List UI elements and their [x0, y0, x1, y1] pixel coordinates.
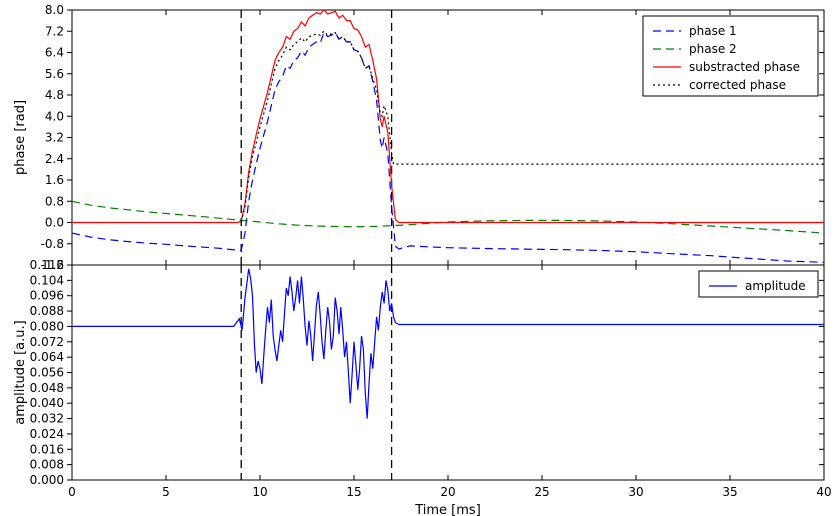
svg-text:40: 40 — [816, 485, 831, 499]
svg-text:0.064: 0.064 — [30, 350, 64, 364]
svg-text:substracted phase: substracted phase — [689, 60, 800, 74]
svg-text:corrected phase: corrected phase — [689, 78, 786, 92]
svg-text:0.112: 0.112 — [30, 258, 64, 272]
svg-text:0.8: 0.8 — [45, 194, 64, 208]
svg-text:0.088: 0.088 — [30, 304, 64, 318]
svg-text:0: 0 — [68, 485, 76, 499]
svg-text:0.096: 0.096 — [30, 289, 64, 303]
svg-text:0.104: 0.104 — [30, 273, 64, 287]
svg-text:0.0: 0.0 — [45, 216, 64, 230]
svg-text:4.8: 4.8 — [45, 88, 64, 102]
svg-text:0.016: 0.016 — [30, 442, 64, 456]
svg-text:-0.8: -0.8 — [41, 237, 64, 251]
svg-text:3.2: 3.2 — [45, 131, 64, 145]
chart-svg: -1.6-0.80.00.81.62.43.24.04.85.66.47.28.… — [0, 0, 840, 516]
svg-text:0.040: 0.040 — [30, 396, 64, 410]
svg-text:phase [rad]: phase [rad] — [13, 100, 28, 175]
svg-text:5: 5 — [162, 485, 170, 499]
svg-text:4.0: 4.0 — [45, 109, 64, 123]
svg-text:0.072: 0.072 — [30, 335, 64, 349]
svg-text:15: 15 — [346, 485, 361, 499]
svg-text:8.0: 8.0 — [45, 3, 64, 17]
svg-text:6.4: 6.4 — [45, 46, 64, 60]
svg-text:amplitude: amplitude — [745, 279, 806, 293]
figure: -1.6-0.80.00.81.62.43.24.04.85.66.47.28.… — [0, 0, 840, 516]
svg-text:1.6: 1.6 — [45, 173, 64, 187]
svg-text:35: 35 — [722, 485, 737, 499]
svg-text:30: 30 — [628, 485, 643, 499]
svg-text:0.008: 0.008 — [30, 458, 64, 472]
svg-text:10: 10 — [252, 485, 267, 499]
svg-text:0.048: 0.048 — [30, 381, 64, 395]
svg-text:25: 25 — [534, 485, 549, 499]
svg-text:0.024: 0.024 — [30, 427, 64, 441]
svg-text:phase 2: phase 2 — [689, 42, 737, 56]
svg-text:7.2: 7.2 — [45, 24, 64, 38]
svg-text:2.4: 2.4 — [45, 152, 64, 166]
svg-text:5.6: 5.6 — [45, 67, 64, 81]
svg-text:0.056: 0.056 — [30, 366, 64, 380]
svg-text:amplitude [a.u.]: amplitude [a.u.] — [13, 320, 28, 424]
svg-text:phase 1: phase 1 — [689, 24, 737, 38]
svg-text:20: 20 — [440, 485, 455, 499]
svg-text:0.000: 0.000 — [30, 473, 64, 487]
svg-text:0.080: 0.080 — [30, 319, 64, 333]
svg-text:Time [ms]: Time [ms] — [414, 503, 481, 516]
svg-text:0.032: 0.032 — [30, 412, 64, 426]
